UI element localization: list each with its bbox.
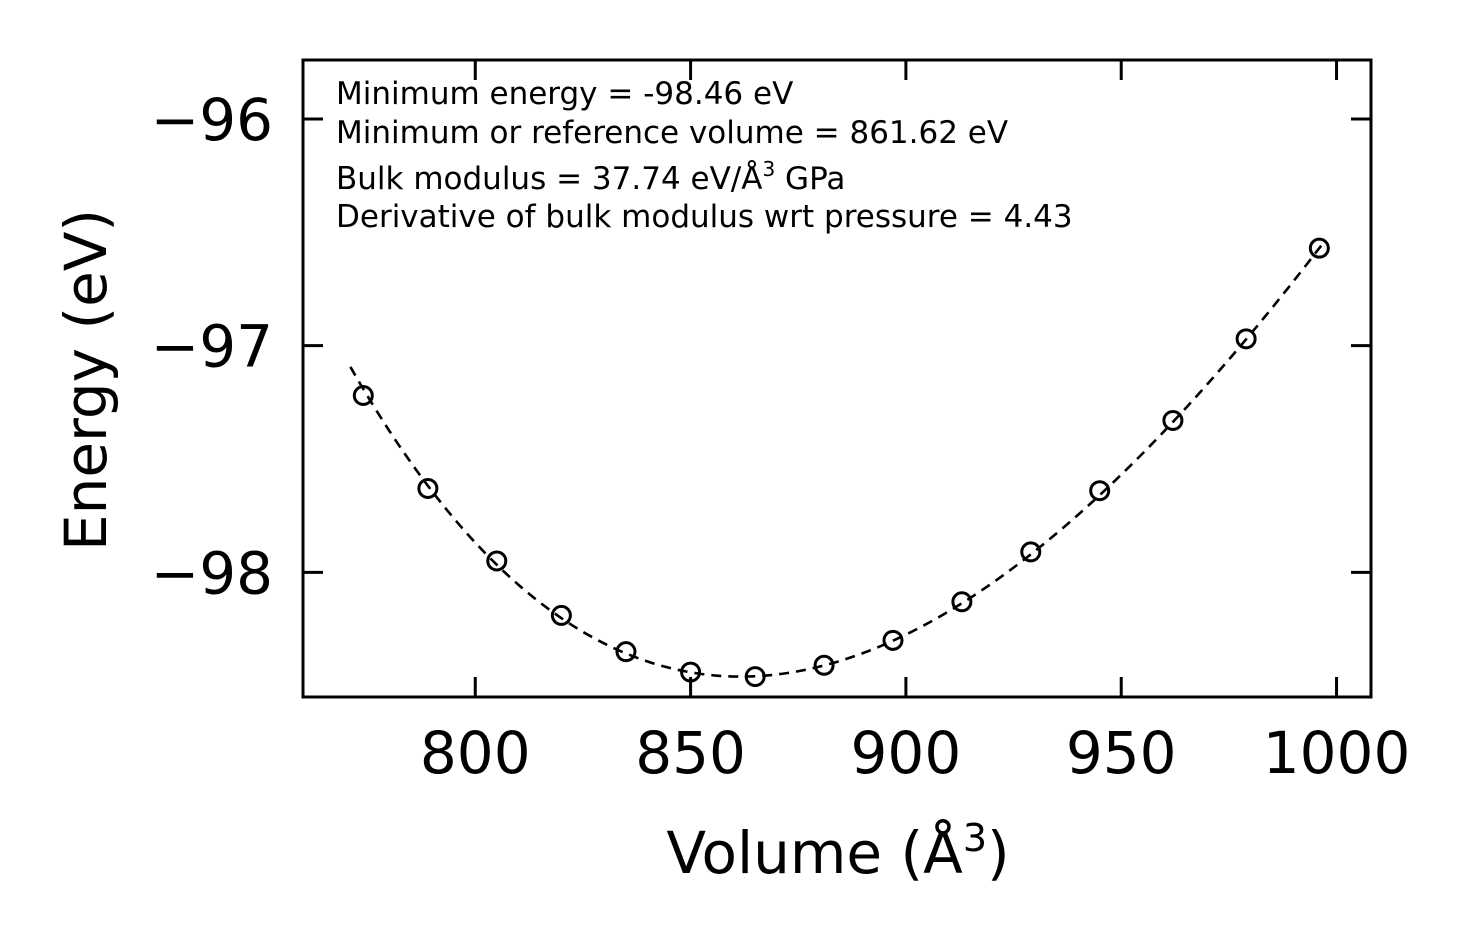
y-tick-label: −98 <box>151 539 273 607</box>
y-tick-label: −96 <box>151 86 273 154</box>
x-axis-label-sup: 3 <box>963 816 987 860</box>
y-tick-labels: −96 −97 −98 <box>151 86 273 607</box>
data-point <box>352 385 374 407</box>
x-tick-label: 850 <box>635 719 746 787</box>
annotation-bulk-modulus-text: Bulk modulus = 37.74 eV/Å <box>336 161 762 197</box>
data-point <box>1020 541 1042 563</box>
x-axis-label: Volume (Å3) <box>666 816 1009 887</box>
data-point <box>744 666 766 688</box>
x-tick-labels: 800 850 900 950 1000 <box>420 719 1410 787</box>
data-point <box>550 604 572 626</box>
x-axis-label-text: Volume (Å <box>666 818 963 887</box>
data-point <box>951 591 973 613</box>
plot-frame <box>301 58 1373 699</box>
y-axis-label: Energy (eV) <box>52 209 120 551</box>
data-points <box>352 237 1330 688</box>
data-point <box>1162 409 1184 431</box>
annotation-min-energy: Minimum energy = -98.46 eV <box>336 76 793 112</box>
annotation-bulk-derivative: Derivative of bulk modulus wrt pressure … <box>336 199 1073 235</box>
x-tick-label: 800 <box>420 719 531 787</box>
data-point <box>813 654 835 676</box>
annotation-bulk-modulus-sup: 3 <box>762 157 775 181</box>
data-point <box>882 629 904 651</box>
axis-ticks <box>303 60 1371 697</box>
data-point <box>615 641 637 663</box>
data-point <box>486 550 508 572</box>
annotation-ref-volume: Minimum or reference volume = 861.62 eV <box>336 115 1008 151</box>
data-point <box>417 477 439 499</box>
x-tick-label: 900 <box>851 719 962 787</box>
data-point <box>1308 237 1330 259</box>
x-tick-label: 950 <box>1066 719 1177 787</box>
x-tick-label: 1000 <box>1263 719 1411 787</box>
x-axis-label-end: ) <box>987 819 1010 887</box>
data-point <box>1235 328 1257 350</box>
data-point <box>680 661 702 683</box>
annotation-bulk-modulus-unit: GPa <box>775 161 845 197</box>
annotation-bulk-modulus: Bulk modulus = 37.74 eV/Å3 GPa <box>336 157 845 197</box>
data-point <box>1089 480 1111 502</box>
fit-curve <box>349 241 1325 678</box>
y-tick-label: −97 <box>151 313 273 381</box>
